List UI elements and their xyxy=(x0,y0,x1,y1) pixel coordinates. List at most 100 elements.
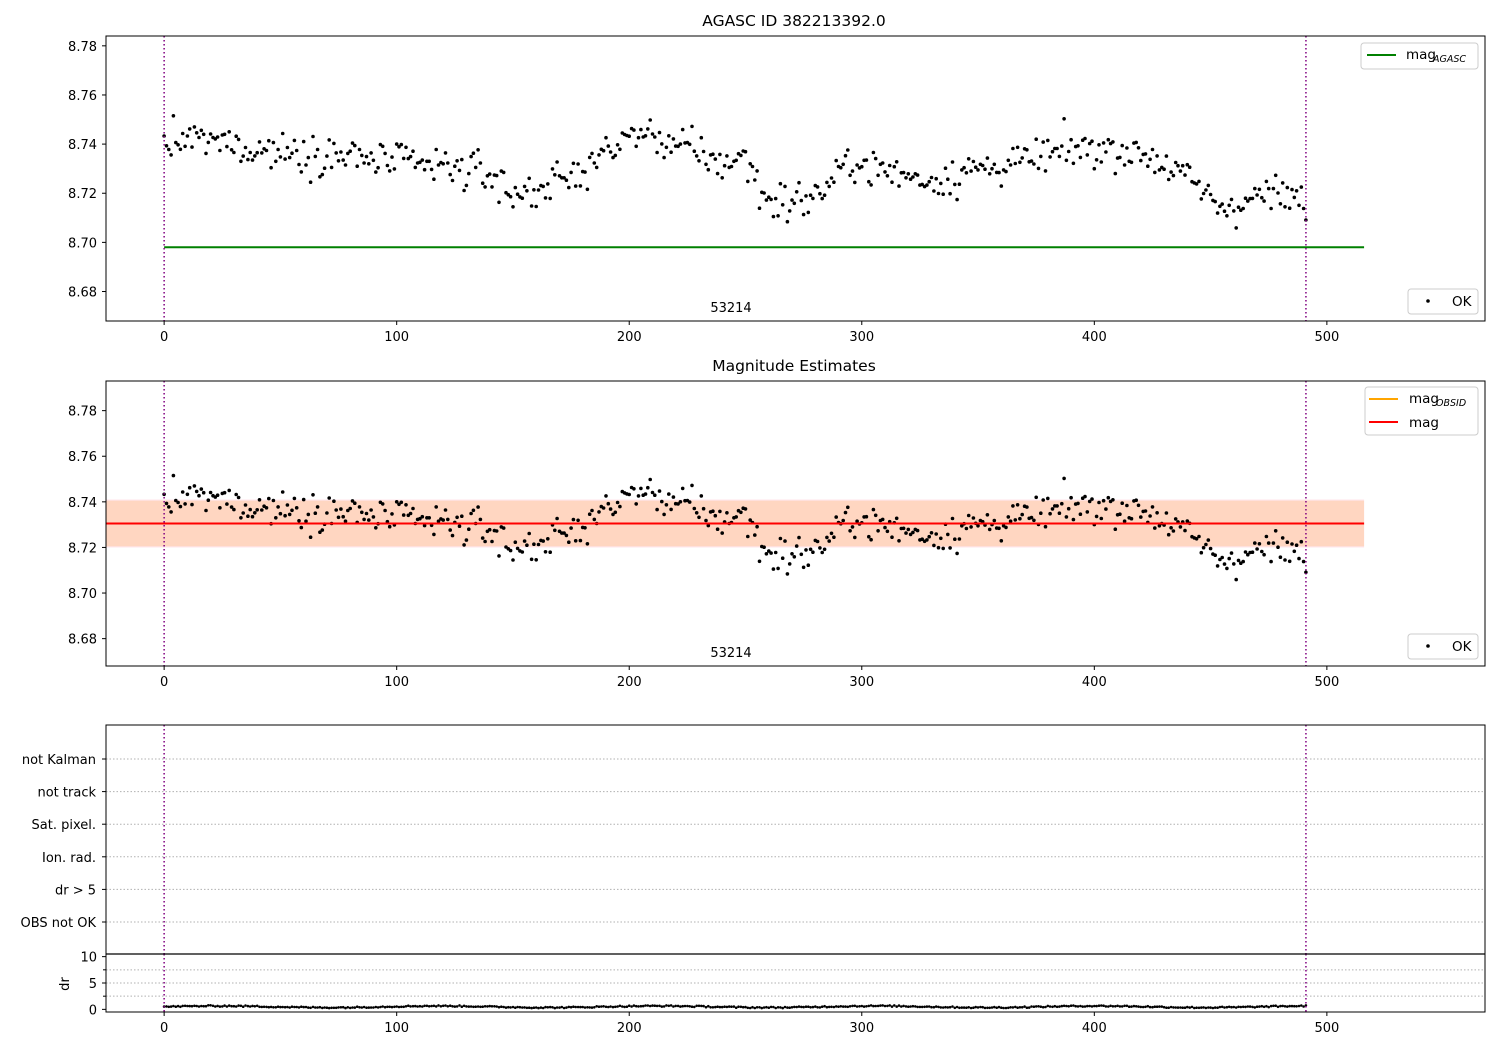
data-point xyxy=(443,508,448,512)
dr-point xyxy=(767,1006,771,1009)
data-point xyxy=(1194,182,1199,186)
data-point xyxy=(436,519,441,523)
data-point xyxy=(355,164,360,168)
dr-point xyxy=(527,1006,531,1009)
dr-point xyxy=(430,1004,433,1008)
data-point xyxy=(290,151,294,155)
data-point xyxy=(904,531,908,535)
dr-point xyxy=(648,1004,652,1008)
dr-point xyxy=(1016,1006,1019,1009)
data-point xyxy=(590,508,594,513)
data-point xyxy=(573,539,578,543)
data-point xyxy=(1043,524,1048,529)
data-point xyxy=(292,138,297,143)
data-point xyxy=(1278,202,1283,206)
dr-point xyxy=(1074,1004,1077,1008)
data-point xyxy=(643,492,648,496)
dr-point xyxy=(1148,1005,1152,1009)
dr-point xyxy=(614,1005,617,1009)
data-point xyxy=(1057,154,1062,159)
dr-point xyxy=(1125,1004,1129,1008)
data-point xyxy=(897,184,901,188)
data-point xyxy=(241,154,245,158)
dr-point xyxy=(1293,1004,1296,1008)
dr-point xyxy=(639,1004,643,1008)
data-point xyxy=(448,528,453,532)
data-point xyxy=(764,552,769,556)
data-point xyxy=(369,508,373,512)
data-point xyxy=(553,173,557,177)
dr-point xyxy=(202,1004,205,1008)
dr-point xyxy=(1283,1005,1287,1008)
dr-point xyxy=(646,1004,650,1007)
flags-panel: not Kalman not track Sat. pixel. Ion. rad. d… xyxy=(21,724,1486,955)
data-point xyxy=(818,546,822,550)
dr-point xyxy=(986,1006,989,1010)
dr-point xyxy=(732,1005,736,1008)
data-point xyxy=(841,162,845,167)
data-point xyxy=(1050,507,1055,511)
data-point xyxy=(1285,185,1290,190)
dr-point xyxy=(727,1005,731,1008)
data-point xyxy=(199,487,204,491)
data-point xyxy=(1180,163,1185,168)
dr-point xyxy=(746,1006,750,1010)
data-point xyxy=(529,204,534,208)
data-point xyxy=(1220,555,1224,560)
dr-point xyxy=(453,1005,457,1008)
dr-point xyxy=(402,1005,406,1009)
dr-point xyxy=(700,1004,703,1008)
data-point xyxy=(169,153,173,157)
data-point xyxy=(1241,559,1245,564)
data-point xyxy=(715,527,720,531)
dr-point xyxy=(1109,1004,1112,1008)
data-point xyxy=(1304,570,1308,575)
data-point xyxy=(1062,476,1066,481)
dr-point xyxy=(1137,1005,1140,1008)
data-point xyxy=(564,533,569,538)
dr-point xyxy=(274,1006,278,1009)
data-point xyxy=(511,205,515,209)
dr-point xyxy=(1067,1005,1070,1008)
data-point xyxy=(1143,152,1148,156)
panel-2-legend-points: OK xyxy=(1407,633,1479,660)
data-point xyxy=(792,555,797,559)
data-point xyxy=(304,519,308,523)
data-point xyxy=(318,530,322,534)
data-point xyxy=(1076,501,1080,506)
dr-point xyxy=(1030,1005,1033,1008)
data-point xyxy=(829,531,834,536)
data-point xyxy=(546,182,550,186)
dr-point xyxy=(446,1005,450,1008)
data-point xyxy=(236,495,241,500)
dr-point xyxy=(653,1004,657,1007)
dr-point xyxy=(1300,1004,1303,1007)
data-point xyxy=(257,498,262,502)
dr-point xyxy=(311,1005,315,1009)
data-point xyxy=(411,149,415,153)
data-point xyxy=(1232,209,1236,213)
data-point xyxy=(541,539,545,543)
data-point xyxy=(873,156,878,161)
data-point xyxy=(190,502,194,507)
data-point xyxy=(1208,546,1213,551)
data-point xyxy=(615,500,620,505)
data-point xyxy=(820,550,824,555)
dr-point xyxy=(321,1006,324,1010)
dr-point xyxy=(769,1005,773,1009)
dr-point xyxy=(374,1005,378,1009)
data-point xyxy=(653,135,657,139)
data-point xyxy=(1157,168,1162,172)
data-point xyxy=(613,510,618,515)
data-point xyxy=(334,151,339,155)
data-point xyxy=(362,517,366,522)
data-point xyxy=(1055,504,1059,508)
dr-point xyxy=(1037,1005,1040,1008)
data-point xyxy=(941,546,945,551)
data-point xyxy=(964,171,969,175)
data-point xyxy=(522,184,527,189)
data-point xyxy=(508,548,513,553)
dr-point xyxy=(714,1005,717,1009)
dr-point xyxy=(460,1005,464,1008)
data-point xyxy=(841,518,845,523)
